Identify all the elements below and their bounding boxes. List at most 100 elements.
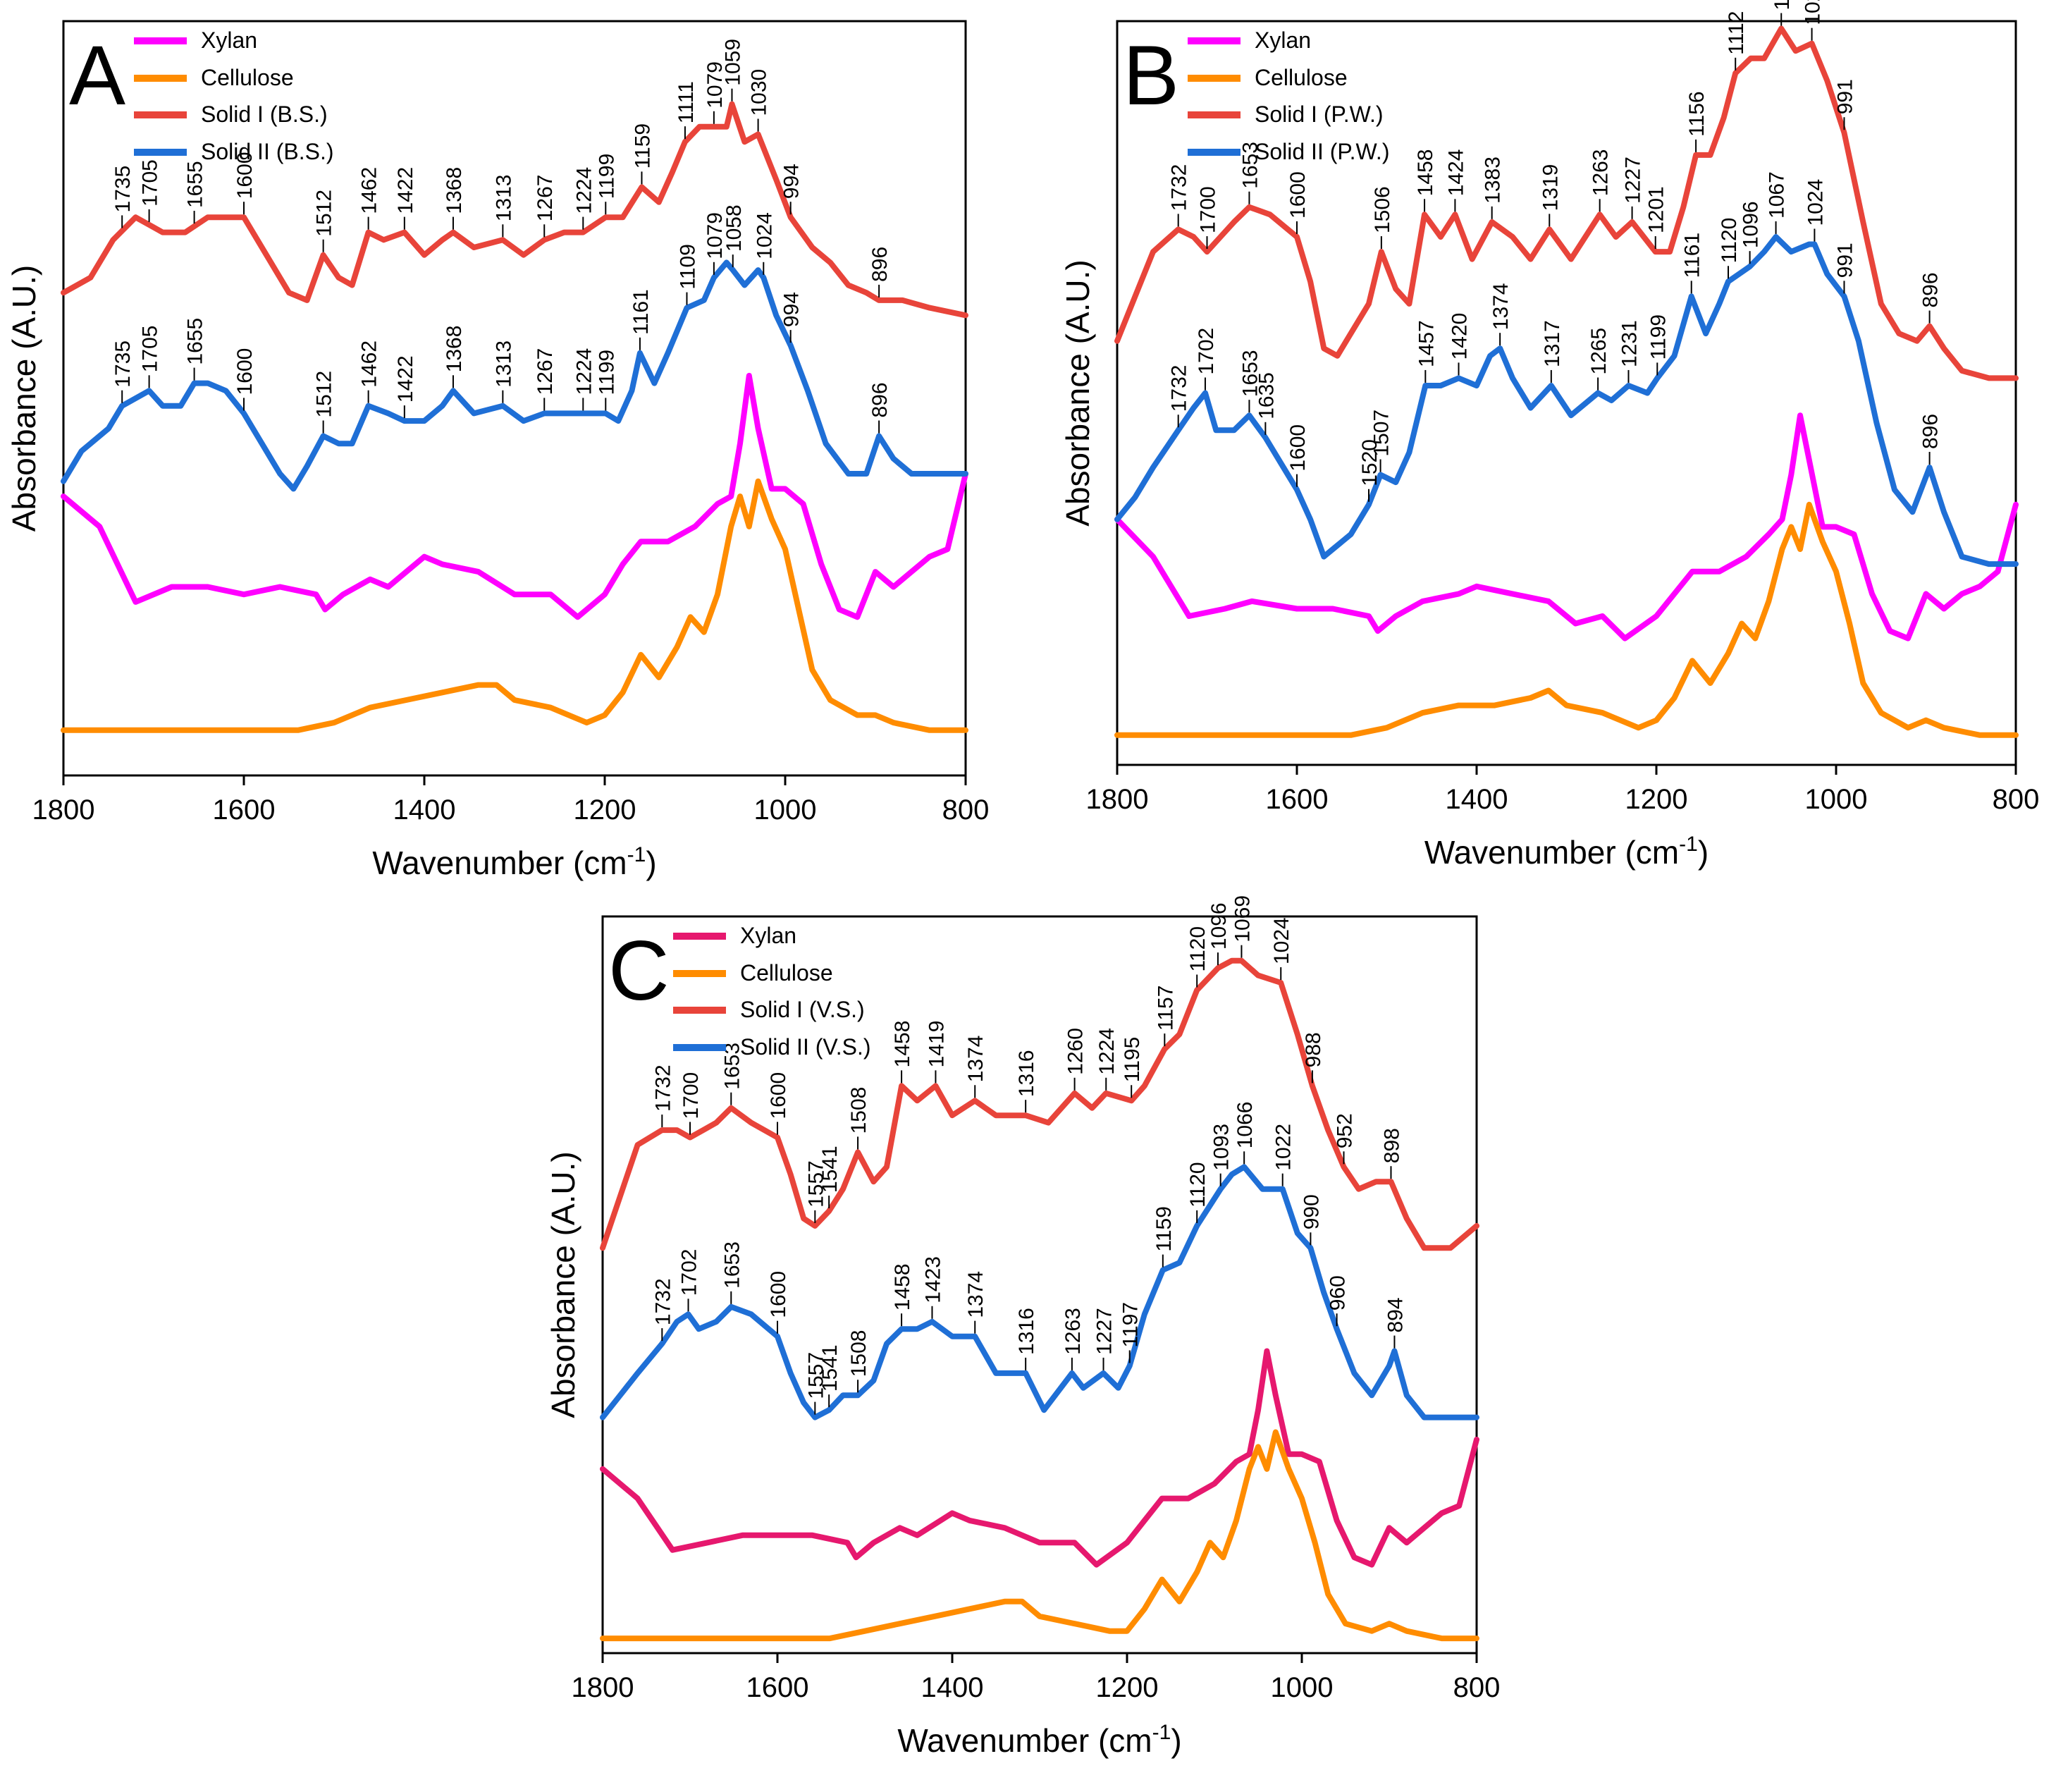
peak-label: 1458 [891, 1263, 914, 1311]
legend-label: Xylan [740, 923, 796, 948]
y-axis-label: Absorbance (A.U.) [6, 265, 42, 532]
peak-label: 991 [1833, 79, 1857, 114]
peak-label: 1422 [394, 355, 417, 403]
peak-label: 1462 [358, 167, 381, 214]
peak-label: 952 [1334, 1113, 1357, 1148]
peak-label: 1224 [1095, 1028, 1119, 1075]
peak-label: 1111 [675, 81, 698, 123]
peak-label: 1374 [964, 1036, 987, 1083]
peak-label: 1224 [572, 167, 596, 214]
x-tick-label: 1600 [1266, 784, 1329, 815]
peak-label: 1735 [111, 340, 135, 388]
peak-label: 1732 [1168, 365, 1191, 412]
peak-label: 1109 [676, 244, 699, 290]
x-tick-label: 1400 [1446, 784, 1508, 815]
x-axis-label-sup: -1 [1679, 833, 1698, 856]
legend-label: Solid I (B.S.) [201, 102, 328, 127]
series-line-solid-i-v-s [600, 957, 1479, 1251]
peak-label: 1600 [1286, 424, 1310, 472]
peak-label: 1061 [1771, 0, 1794, 11]
x-tick-label: 1800 [572, 1672, 634, 1703]
legend: Xylan Cellulose Solid I (B.S.) Solid II (B.… [134, 27, 334, 164]
x-axis-label: Wavenumber (cm-1) [372, 843, 656, 881]
peak-label: 1457 [1415, 320, 1438, 367]
plot-frame [1116, 20, 2017, 766]
peak-label: 1557 [804, 1352, 827, 1399]
legend-label: Cellulose [201, 65, 294, 90]
peak-label: 1422 [394, 167, 417, 214]
peak-label: 1120 [1718, 218, 1741, 264]
legend-label: Solid I (V.S.) [740, 997, 865, 1022]
peak-label: 1507 [1370, 410, 1393, 457]
peak-label: 1458 [1414, 149, 1437, 197]
peak-label: 896 [868, 382, 892, 417]
series-line-solid-i-b-s [61, 101, 968, 319]
x-axis-label-text: Wavenumber (cm [897, 1722, 1152, 1759]
peak-label: 1024 [753, 212, 776, 259]
peak-label: 1058 [722, 204, 746, 252]
peak-label: 1267 [534, 348, 557, 395]
panel-c: 1800 1600 1400 1200 1000 800 Wavenumber (cm-1)… [545, 895, 1500, 1759]
peak-label: 1520 [1358, 439, 1381, 486]
peak-label: 1022 [1272, 1124, 1295, 1171]
series-line-cellulose [61, 478, 968, 733]
peak-label: 990 [1300, 1194, 1323, 1229]
x-axis-label-text: Wavenumber (cm [1424, 834, 1679, 871]
peak-label: 1655 [184, 161, 207, 208]
peak-label: 1227 [1622, 157, 1645, 204]
peak-label: 1600 [767, 1271, 790, 1318]
peak-label: 1024 [1270, 917, 1293, 964]
x-tick-label: 800 [1453, 1672, 1501, 1703]
x-axis-label-sup: -1 [1152, 1721, 1171, 1744]
peak-label: 1260 [1064, 1028, 1088, 1075]
legend: Xylan Cellulose Solid I (V.S.) Solid II (V.… [673, 923, 871, 1060]
peak-label: 1161 [1681, 233, 1704, 278]
peak-label: 1508 [847, 1087, 870, 1134]
peak-label: 1512 [313, 371, 336, 418]
legend-label: Xylan [201, 27, 257, 53]
peak-label: 1024 [1804, 179, 1827, 226]
peak-label: 991 [1833, 243, 1857, 278]
peak-label: 1635 [1255, 372, 1278, 419]
x-tick-label: 800 [942, 794, 990, 826]
peak-label: 1096 [1207, 902, 1231, 950]
peak-label: 1159 [631, 123, 654, 169]
peak-label: 1705 [139, 159, 162, 207]
peak-label: 896 [1919, 414, 1943, 449]
peak-label: 1368 [443, 167, 466, 214]
x-tick-label: 1800 [1086, 784, 1149, 815]
peak-label: 1705 [139, 326, 162, 373]
peak-label: 1316 [1015, 1050, 1038, 1097]
peak-label: 1419 [925, 1021, 948, 1068]
legend-label: Solid II (P.W.) [1255, 139, 1389, 164]
peak-label: 898 [1380, 1128, 1403, 1163]
peak-label: 1263 [1589, 149, 1613, 197]
peak-label: 1265 [1587, 328, 1611, 375]
peak-label: 1458 [891, 1021, 914, 1068]
peak-label: 894 [1384, 1297, 1407, 1332]
peak-label: 1079 [703, 61, 727, 109]
peak-label: 1159 [1152, 1206, 1176, 1252]
series-line-solid-ii-b-s [61, 259, 968, 492]
peak-label: 1700 [679, 1072, 703, 1119]
peak-label: 1600 [1286, 171, 1310, 219]
peak-label: 1112 [1725, 11, 1748, 55]
peak-label: 1541 [818, 1146, 842, 1193]
series-line-xylan [61, 372, 968, 620]
peak-label: 1313 [492, 175, 515, 222]
y-axis-label: Absorbance (A.U.) [545, 1151, 581, 1418]
peak-label: 1120 [1186, 1162, 1209, 1208]
peak-label: 1600 [767, 1072, 790, 1119]
peak-label: 1702 [678, 1249, 701, 1296]
peak-label: 1201 [1645, 186, 1668, 233]
peak-label: 1313 [492, 340, 515, 388]
peak-label: 1199 [595, 154, 618, 200]
x-tick-label: 1600 [213, 794, 276, 826]
peak-label: 1231 [1618, 320, 1641, 367]
x-tick-label: 1200 [574, 794, 636, 826]
peak-label: 1066 [1233, 1102, 1257, 1149]
peak-label: 1600 [233, 348, 257, 395]
peak-label: 1317 [1541, 320, 1564, 367]
peak-label: 1067 [1766, 171, 1789, 219]
x-axis-label-end: ) [1171, 1722, 1181, 1759]
